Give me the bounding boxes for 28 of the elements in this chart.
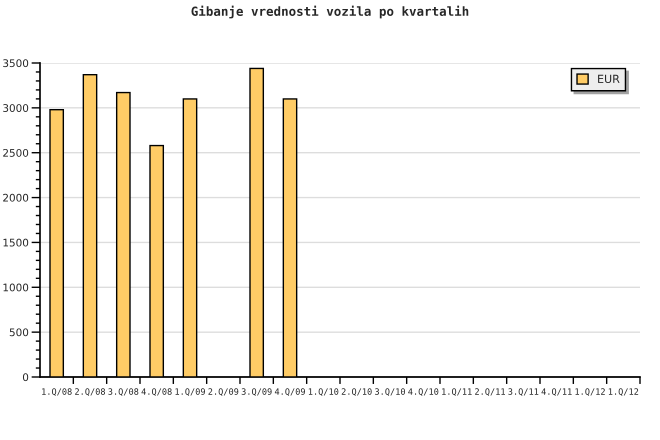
y-tick-label: 2000 bbox=[3, 194, 28, 202]
y-tick-label: 2500 bbox=[3, 148, 28, 157]
chart-title: Gibanje vrednosti vozila po kvartalih bbox=[191, 6, 468, 18]
x-tick-label: 4.Q/10 bbox=[408, 388, 438, 396]
x-tick-label: 2.Q/09 bbox=[208, 388, 238, 396]
x-tick-label: 2.Q/11 bbox=[475, 388, 505, 396]
x-tick-label: 1.Q/11 bbox=[442, 388, 472, 396]
y-tick-label: 500 bbox=[10, 328, 28, 336]
y-tick-label: 1500 bbox=[4, 238, 28, 247]
y-tick-label: 0 bbox=[22, 373, 28, 382]
x-tick-label: 2.Q/08 bbox=[75, 388, 106, 396]
x-tick-label: 1.Q/09 bbox=[175, 388, 205, 396]
x-tick-label: 4.Q/09 bbox=[274, 388, 305, 396]
x-tick-label: 4.Q/11 bbox=[542, 388, 572, 396]
legend-label: EUR bbox=[598, 74, 620, 84]
x-tick-label: 3.Q/09 bbox=[242, 388, 272, 396]
x-tick-label: 3.Q/08 bbox=[108, 388, 138, 396]
x-tick-label: 1.Q/10 bbox=[308, 388, 338, 396]
x-tick-label: 1.Q/08 bbox=[42, 388, 72, 396]
y-tick-label: 3500 bbox=[3, 59, 28, 68]
x-tick-label: 3.Q/10 bbox=[375, 388, 405, 396]
x-tick-label: 1.Q/12 bbox=[575, 388, 605, 396]
x-tick-label: 1.Q/12 bbox=[608, 388, 638, 396]
y-tick-label: 1000 bbox=[4, 284, 28, 292]
y-tick-label: 3000 bbox=[3, 104, 28, 112]
x-tick-label: 2.Q/10 bbox=[342, 388, 372, 396]
x-tick-label: 3.Q/11 bbox=[508, 388, 538, 396]
x-tick-label: 4.Q/08 bbox=[142, 388, 172, 396]
